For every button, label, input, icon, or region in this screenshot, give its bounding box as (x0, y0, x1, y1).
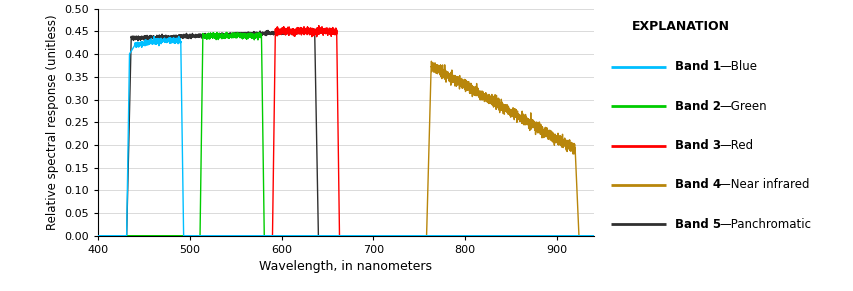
Y-axis label: Relative spectral response (unitless): Relative spectral response (unitless) (46, 15, 59, 230)
X-axis label: Wavelength, in nanometers: Wavelength, in nanometers (259, 260, 432, 273)
Text: —Green: —Green (718, 100, 766, 113)
Text: —Blue: —Blue (718, 61, 756, 73)
Text: Band 2: Band 2 (674, 100, 720, 113)
Text: Band 3: Band 3 (674, 139, 720, 152)
Text: Band 4: Band 4 (674, 178, 720, 191)
Text: —Panchromatic: —Panchromatic (718, 218, 810, 230)
Text: —Near infrared: —Near infrared (718, 178, 809, 191)
Text: Band 1: Band 1 (674, 61, 720, 73)
Text: EXPLANATION: EXPLANATION (631, 20, 729, 33)
Text: —Red: —Red (718, 139, 752, 152)
Text: Band 5: Band 5 (674, 218, 720, 230)
